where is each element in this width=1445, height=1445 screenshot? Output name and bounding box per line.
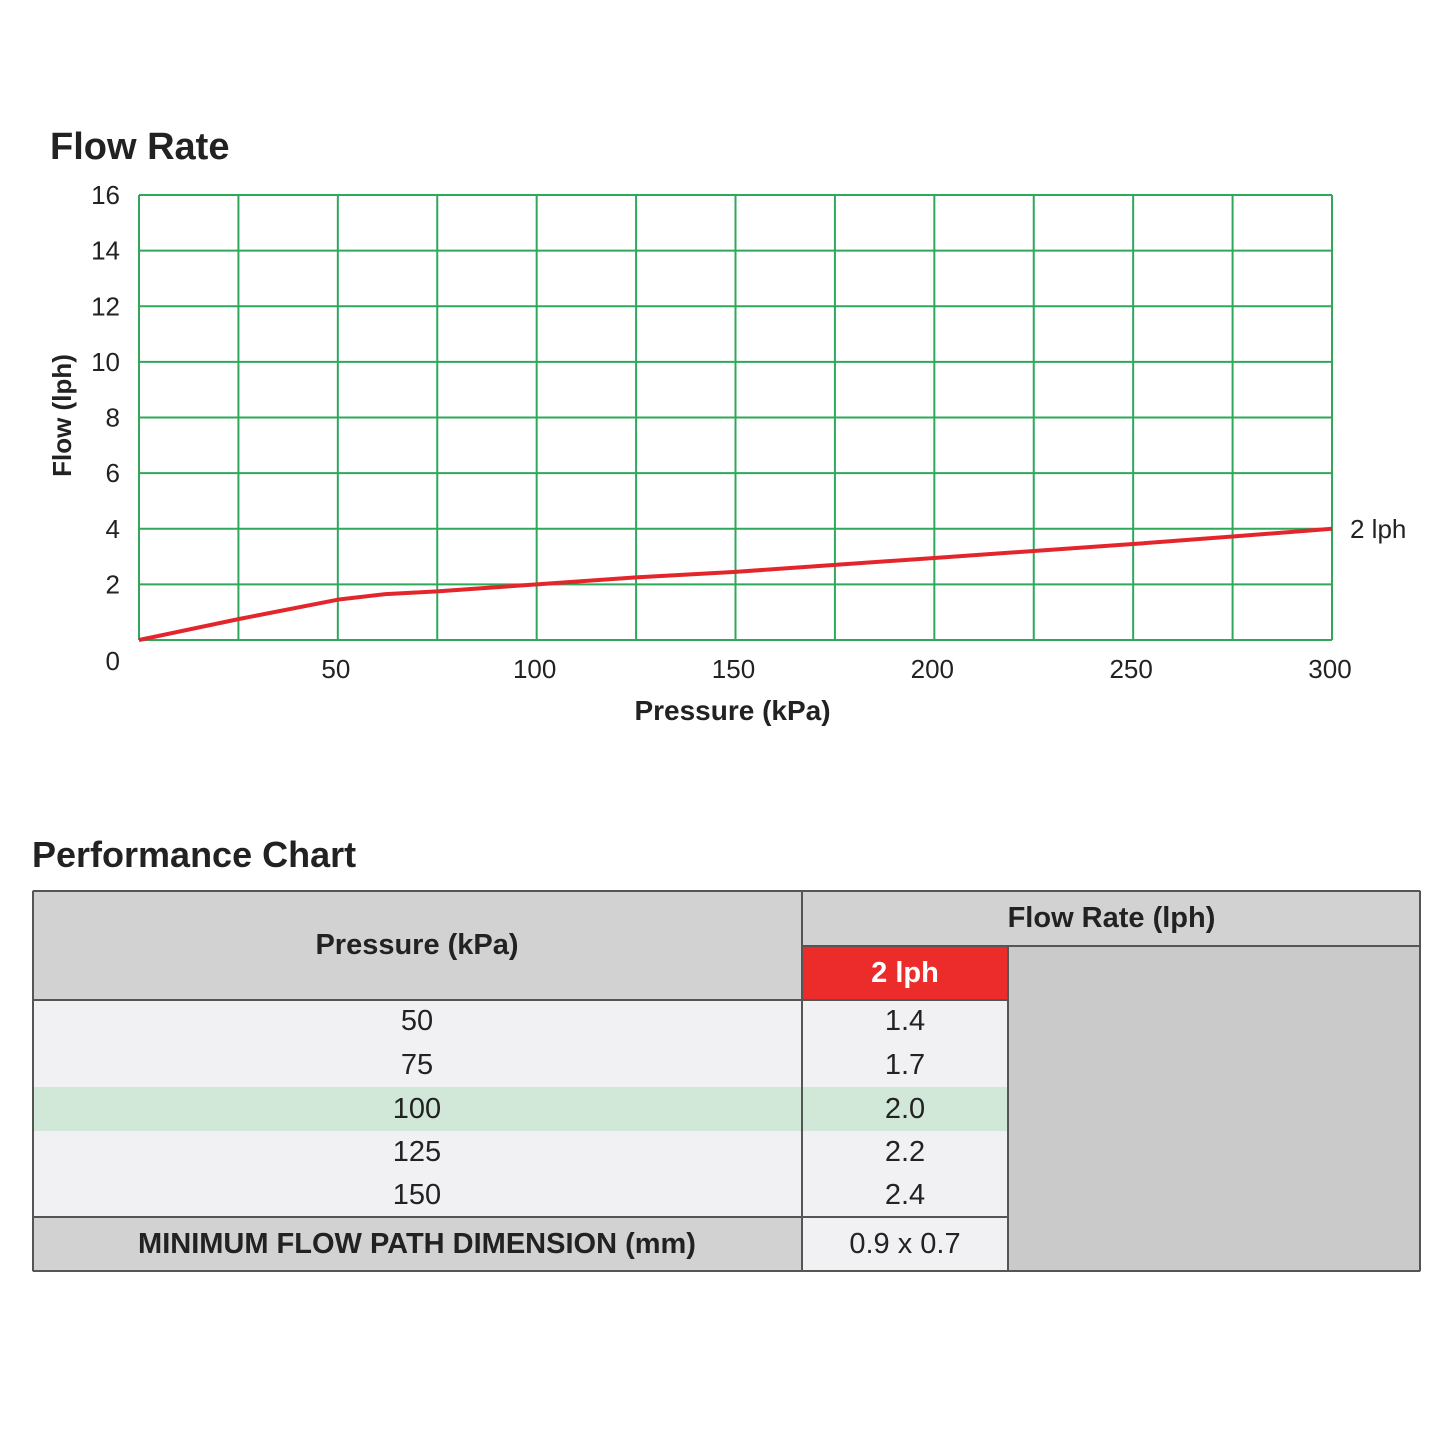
empty-flow-columns	[1008, 946, 1421, 1272]
flow-rate-chart: 0 2 4 6 8 10 12 14 16 50 100 150 200 250 300 2 lph Fl…	[47, 180, 1406, 726]
y-tick-label: 12	[91, 291, 120, 321]
pressure-cell: 75	[32, 1043, 802, 1087]
pressure-cell: 125	[32, 1131, 802, 1174]
chart-title: Flow Rate	[50, 126, 230, 168]
series-label: 2 lph	[1350, 514, 1406, 544]
x-tick-label: 50	[321, 654, 350, 684]
x-tick-label: 100	[513, 654, 556, 684]
y-axis-label: Flow (lph)	[47, 354, 77, 477]
flow-cell: 2.2	[802, 1131, 1008, 1174]
flow-cell: 1.7	[802, 1043, 1008, 1087]
y-tick-label: 0	[106, 646, 120, 676]
y-tick-label: 8	[106, 403, 120, 433]
emitter-header: 2 lph	[802, 946, 1008, 1000]
chart-grid	[138, 194, 1333, 641]
x-tick-label: 250	[1109, 654, 1152, 684]
x-axis-label: Pressure (kPa)	[634, 695, 830, 726]
flow-cell: 1.4	[802, 1000, 1008, 1043]
y-tick-label: 6	[106, 458, 120, 488]
pressure-header: Pressure (kPa)	[32, 890, 802, 1000]
y-tick-label: 16	[91, 180, 120, 210]
table-title: Performance Chart	[32, 834, 357, 875]
x-tick-label: 150	[712, 654, 755, 684]
performance-table: Pressure (kPa) Flow Rate (lph) 2 lph 50 1…	[32, 890, 1421, 1272]
flow-cell: 2.0	[802, 1087, 1008, 1131]
min-flow-path-label: MINIMUM FLOW PATH DIMENSION (mm)	[32, 1217, 802, 1272]
x-tick-label: 200	[911, 654, 954, 684]
series-line	[138, 526, 1333, 642]
series-layer: 2 lph	[138, 514, 1406, 642]
pressure-cell: 50	[32, 1000, 802, 1043]
y-axis-ticks: 0 2 4 6 8 10 12 14 16	[91, 180, 120, 676]
x-axis-ticks: 50 100 150 200 250 300	[321, 654, 1351, 684]
min-flow-path-value: 0.9 x 0.7	[802, 1217, 1008, 1272]
pressure-cell: 100	[32, 1087, 802, 1131]
flow-rate-header: Flow Rate (lph)	[802, 890, 1421, 946]
y-tick-label: 10	[91, 347, 120, 377]
y-tick-label: 2	[106, 569, 120, 599]
x-tick-label: 300	[1308, 654, 1351, 684]
y-tick-label: 4	[106, 514, 120, 544]
flow-cell: 2.4	[802, 1174, 1008, 1217]
pressure-cell: 150	[32, 1174, 802, 1217]
y-tick-label: 14	[91, 236, 120, 266]
